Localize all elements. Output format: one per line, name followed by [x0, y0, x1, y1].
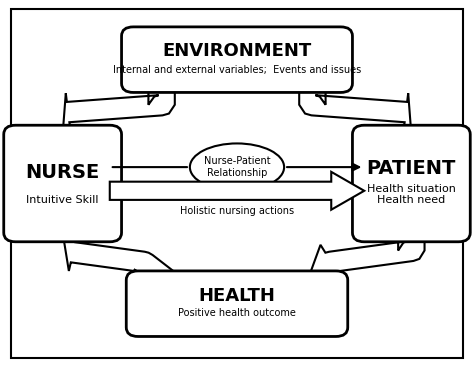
Text: Intuitive Skill: Intuitive Skill	[27, 195, 99, 205]
Text: Internal and external variables;  Events and issues: Internal and external variables; Events …	[113, 65, 361, 75]
Text: Health situation
Health need: Health situation Health need	[367, 184, 456, 205]
Polygon shape	[110, 172, 364, 210]
FancyBboxPatch shape	[353, 125, 470, 242]
Polygon shape	[308, 233, 425, 280]
Text: NURSE: NURSE	[26, 163, 100, 182]
FancyBboxPatch shape	[121, 27, 353, 92]
Polygon shape	[299, 83, 411, 134]
Text: PATIENT: PATIENT	[367, 159, 456, 178]
FancyBboxPatch shape	[4, 125, 121, 242]
Text: ENVIRONMENT: ENVIRONMENT	[163, 41, 311, 59]
Text: HEALTH: HEALTH	[199, 287, 275, 305]
Polygon shape	[63, 233, 176, 287]
FancyBboxPatch shape	[11, 9, 463, 358]
FancyBboxPatch shape	[126, 271, 348, 337]
Text: Holistic nursing actions: Holistic nursing actions	[180, 206, 294, 216]
Text: Positive health outcome: Positive health outcome	[178, 308, 296, 318]
Polygon shape	[63, 83, 175, 134]
Text: Nurse-Patient
Relationship: Nurse-Patient Relationship	[204, 156, 270, 178]
Ellipse shape	[190, 143, 284, 191]
